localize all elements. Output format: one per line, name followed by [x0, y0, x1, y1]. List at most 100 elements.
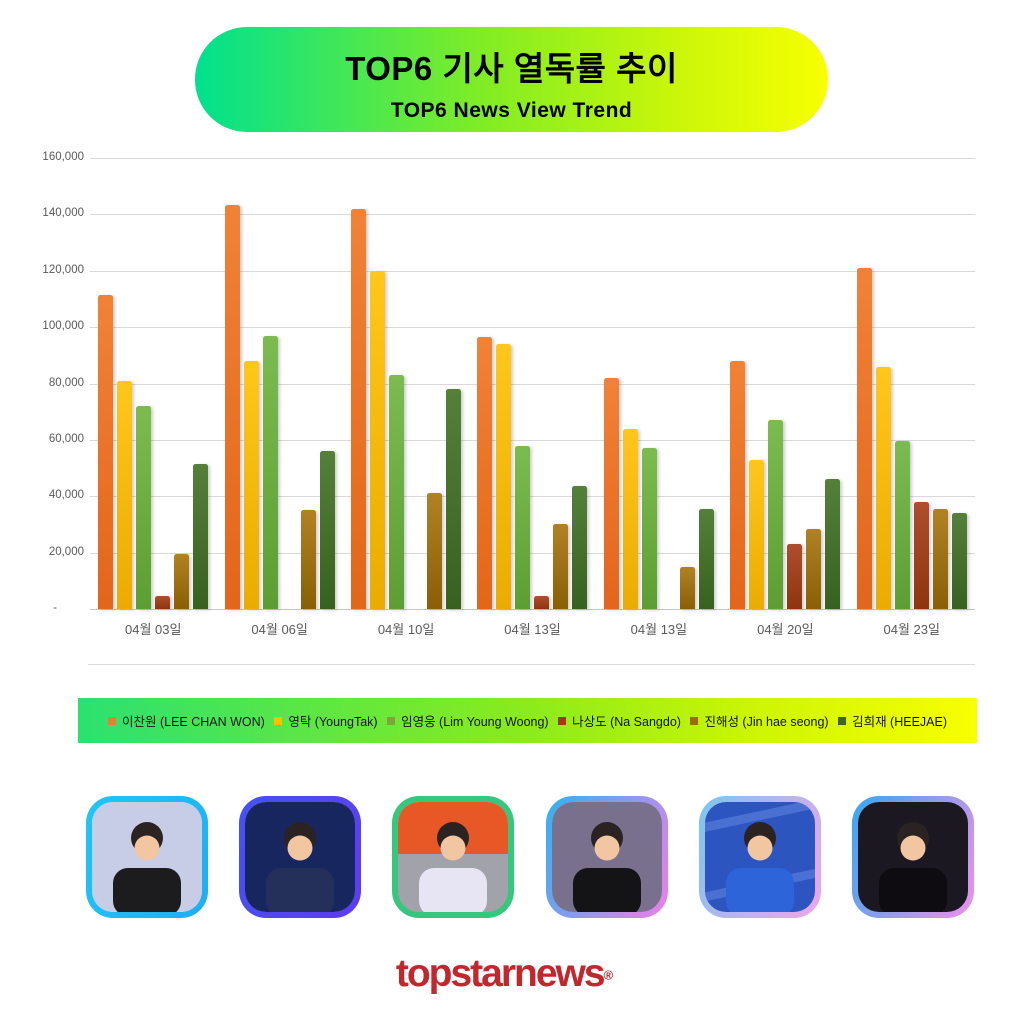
bar-series3-group3 [389, 375, 405, 609]
bar-series2-group1 [117, 380, 133, 609]
bar-series2-group5 [622, 428, 638, 609]
legend-item-4: 나상도 (Na Sangdo) [558, 711, 681, 730]
legend-marker-icon [274, 716, 283, 725]
bar-group-2 [216, 158, 342, 609]
bar-series6-group3 [446, 389, 462, 609]
bar-series1-group1 [98, 294, 114, 609]
y-tick-label: 40,000 [48, 489, 84, 502]
bar-series4-group1 [155, 596, 171, 609]
avatar-photo-4 [545, 796, 668, 918]
gridline [90, 214, 975, 216]
y-tick-label: 120,000 [42, 263, 84, 276]
bar-series2-group3 [370, 270, 386, 609]
y-tick-label: 20,000 [48, 545, 84, 558]
topstarnews-logo: topstarnews® [0, 952, 1009, 996]
gridline [90, 609, 975, 610]
gridline [90, 270, 975, 272]
avatar-photo-3 [392, 796, 515, 918]
bar-chart: 160,000 140,000 120,000 100,000 80,000 60,000… [42, 151, 975, 665]
bar-series6-group5 [698, 508, 714, 609]
bar-group-6 [722, 158, 848, 609]
bar-series4-group4 [534, 596, 550, 609]
bar-series3-group1 [136, 406, 152, 609]
avatar-photo-5 [698, 796, 821, 918]
bar-series4-group7 [913, 501, 929, 609]
x-axis-labels: 04월 03일 04월 06일 04월 10일 04월 13일 04월 13일 04월 2… [90, 619, 975, 638]
y-tick-label: 140,000 [42, 207, 84, 220]
avatar-photo-1 [86, 796, 208, 918]
chart-bottom-divider [88, 664, 975, 665]
bar-series3-group5 [641, 448, 657, 609]
x-tick-label: 04월 10일 [377, 622, 435, 637]
legend-item-6: 김희재 (HEEJAE) [838, 711, 947, 730]
legend-marker-icon [558, 716, 567, 725]
legend-marker-icon [387, 716, 396, 725]
y-tick-label: 160,000 [42, 151, 84, 163]
bar-series1-group6 [730, 360, 746, 609]
bar-series5-group2 [300, 510, 316, 609]
bar-series2-group7 [875, 366, 891, 609]
x-tick-label: 04월 20일 [757, 622, 814, 637]
gridline [90, 383, 975, 385]
legend-label: 영탁 (YoungTak) [288, 715, 378, 729]
bar-series6-group7 [951, 513, 967, 609]
x-tick-label: 04월 06일 [251, 622, 308, 637]
bar-series1-group2 [224, 204, 240, 609]
legend-label: 나상도 (Na Sangdo) [572, 715, 681, 729]
legend-marker-icon [690, 716, 699, 725]
bar-series3-group4 [515, 445, 531, 609]
bar-series5-group1 [174, 554, 190, 609]
y-tick-label: 100,000 [42, 320, 84, 333]
x-tick-label: 04월 03일 [124, 622, 182, 637]
logo-text: topstarnews [395, 952, 606, 995]
legend-label: 김희재 (HEEJAE) [852, 715, 947, 729]
x-tick-label: 04월 13일 [504, 622, 561, 637]
gridline [90, 327, 975, 329]
avatar-photo-2 [239, 796, 362, 918]
bar-series1-group3 [351, 208, 367, 609]
legend-label: 임영웅 (Lim Young Woong) [401, 715, 549, 729]
bar-series5-group7 [932, 508, 948, 609]
legend-label: 이찬원 (LEE CHAN WON) [122, 715, 265, 729]
avatar-image-1 [92, 802, 202, 912]
bar-group-4 [469, 158, 595, 609]
legend-marker-icon [108, 716, 116, 725]
bar-series3-group2 [262, 335, 278, 609]
bar-series1-group7 [856, 267, 872, 609]
bar-series6-group1 [193, 463, 209, 609]
avatar-image-5 [704, 802, 815, 912]
gridline [90, 552, 975, 554]
bar-group-1 [90, 158, 216, 609]
plot-area [90, 158, 975, 610]
avatar-image-4 [551, 802, 662, 912]
legend-marker-icon [838, 716, 847, 725]
bar-series5-group4 [553, 524, 569, 609]
x-tick-label: 04월 13일 [630, 622, 688, 637]
legend-item-1: 이찬원 (LEE CHAN WON) [108, 711, 265, 730]
bar-series2-group6 [749, 459, 765, 609]
avatar-image-6 [857, 802, 968, 912]
chart-title: TOP6 기사 열독률 추이 [345, 50, 678, 87]
gridline [90, 158, 975, 159]
avatar-image-2 [245, 802, 356, 912]
bar-group-3 [343, 158, 469, 609]
chart-subtitle: TOP6 News View Trend [390, 99, 633, 122]
y-tick-label: 60,000 [48, 432, 84, 445]
bar-series3-group7 [894, 441, 910, 609]
bar-series6-group2 [319, 451, 335, 609]
bar-series2-group2 [243, 360, 259, 609]
registered-mark: ® [603, 967, 614, 983]
gridline [90, 439, 975, 441]
chart-legend: 이찬원 (LEE CHAN WON) 영탁 (YoungTak) 임영웅 (Lim … [78, 698, 977, 743]
bar-series5-group3 [427, 493, 443, 609]
y-tick-label: - [53, 602, 57, 614]
x-tick-label: 04월 23일 [883, 622, 940, 637]
bar-series3-group6 [768, 420, 784, 609]
title-banner: TOP6 기사 열독률 추이 TOP6 News View Trend [195, 27, 828, 132]
legend-item-2: 영탁 (YoungTak) [274, 711, 378, 730]
bar-series5-group5 [679, 566, 695, 609]
avatar-photo-6 [851, 796, 974, 918]
bar-groups [90, 158, 975, 609]
legend-item-3: 임영웅 (Lim Young Woong) [387, 711, 549, 730]
